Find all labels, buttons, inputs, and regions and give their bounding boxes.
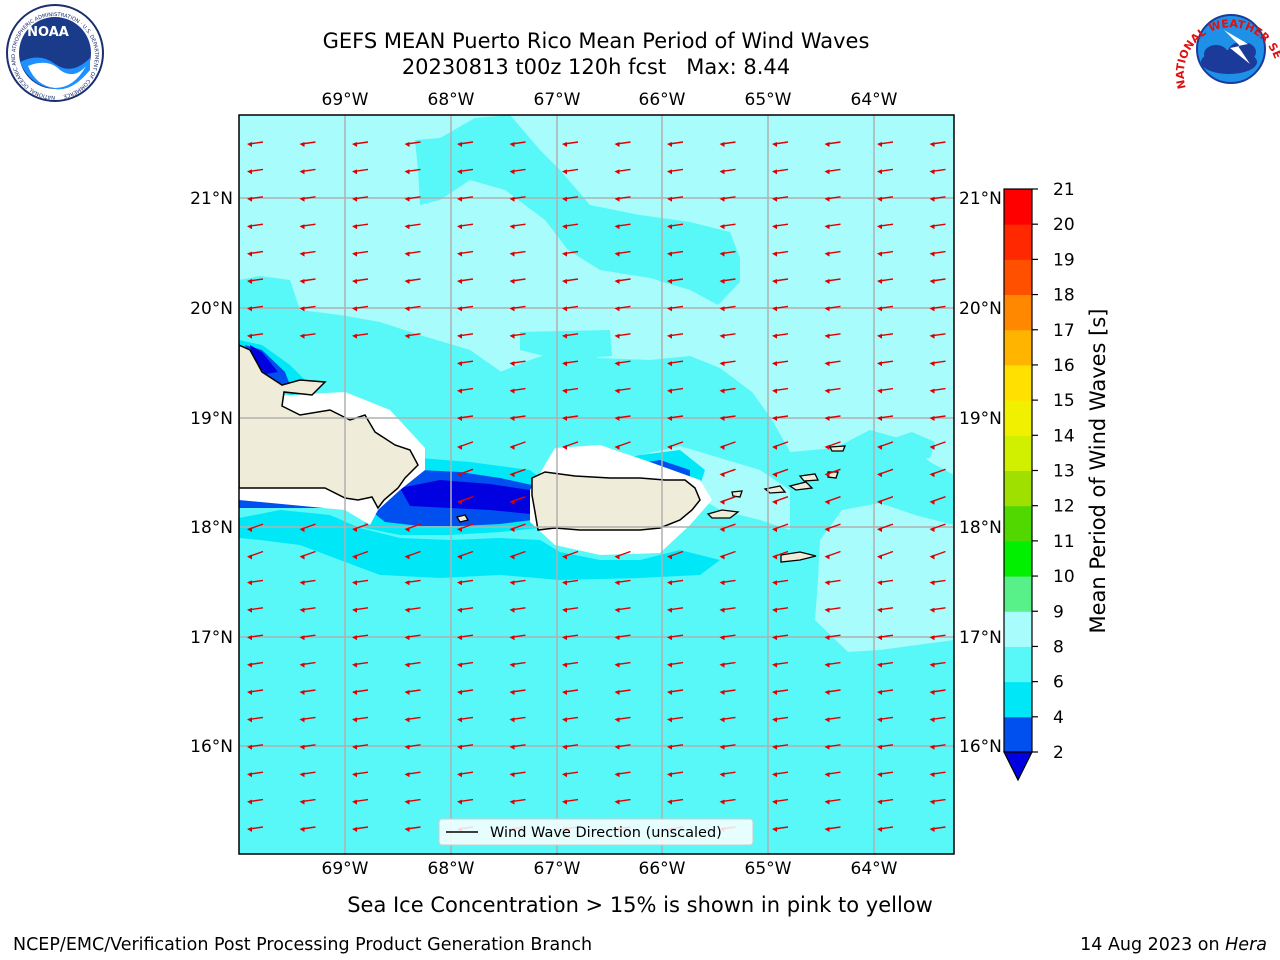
colorbar-tick-label: 9 xyxy=(1053,602,1064,622)
land-sombrero xyxy=(830,446,845,451)
lon-label: 69°W xyxy=(322,90,369,110)
colorbar-segment xyxy=(1004,471,1032,507)
lat-label: 17°N xyxy=(959,628,1002,648)
colorbar-segment xyxy=(1004,646,1032,682)
colorbar-tick-label: 20 xyxy=(1053,215,1075,235)
lon-label: 65°W xyxy=(745,859,792,879)
colorbar-segment xyxy=(1004,506,1032,542)
legend-label: Wind Wave Direction (unscaled) xyxy=(490,825,722,841)
lat-label: 16°N xyxy=(959,737,1002,757)
colorbar-tick-label: 4 xyxy=(1053,708,1064,728)
colorbar-tick-label: 12 xyxy=(1053,497,1075,517)
colorbar-tick-label: 21 xyxy=(1053,180,1075,200)
colorbar-tick-label: 17 xyxy=(1053,321,1075,341)
colorbar-segment xyxy=(1004,611,1032,647)
colorbar-tick-label: 6 xyxy=(1053,673,1064,693)
lat-labels-left: 21°N 20°N 19°N 18°N 17°N 16°N xyxy=(190,189,233,757)
footer-host: Hera xyxy=(1225,935,1267,955)
colorbar-tick-label: 11 xyxy=(1053,532,1075,552)
lon-label: 64°W xyxy=(851,90,898,110)
colorbar-segment xyxy=(1004,400,1032,436)
colorbar-tick-label: 10 xyxy=(1053,567,1075,587)
caption: Sea Ice Concentration > 15% is shown in … xyxy=(347,893,933,917)
noaa-logo-text: NOAA xyxy=(27,25,69,40)
footer-date: 14 Aug 2023 on xyxy=(1080,935,1225,955)
footer-right: 14 Aug 2023 on Hera xyxy=(1080,935,1267,955)
colorbar-segment xyxy=(1004,224,1032,260)
lon-label: 68°W xyxy=(428,90,475,110)
colorbar-segment xyxy=(1004,330,1032,366)
colorbar-segment xyxy=(1004,682,1032,718)
colorbar-tick-label: 2 xyxy=(1053,743,1064,763)
lon-labels-bottom: 69°W 68°W 67°W 66°W 65°W 64°W xyxy=(322,859,898,879)
lat-label: 20°N xyxy=(190,299,233,319)
lat-label: 18°N xyxy=(190,518,233,538)
colorbar-tick-label: 16 xyxy=(1053,356,1075,376)
colorbar-tick-label: 14 xyxy=(1053,426,1075,446)
colorbar: 2 4 6 8 9 10 11 12 13 14 15 16 17 18 19 20 21 xyxy=(1004,180,1075,780)
map-figure: GEFS MEAN Puerto Rico Mean Period of Win… xyxy=(0,0,1280,960)
lat-label: 21°N xyxy=(959,189,1002,209)
land-st-thomas xyxy=(732,491,742,497)
footer-left: NCEP/EMC/Verification Post Processing Pr… xyxy=(13,935,592,955)
colorbar-segment xyxy=(1004,717,1032,753)
colorbar-tick-label: 13 xyxy=(1053,462,1075,482)
lon-label: 64°W xyxy=(851,859,898,879)
colorbar-segment xyxy=(1004,295,1032,331)
colorbar-tick-label: 8 xyxy=(1053,637,1064,657)
lat-label: 19°N xyxy=(959,409,1002,429)
lat-label: 19°N xyxy=(190,409,233,429)
land-virgin-gorda xyxy=(800,474,818,481)
colorbar-tick-label: 19 xyxy=(1053,250,1075,270)
lat-labels-right: 21°N 20°N 19°N 18°N 17°N 16°N xyxy=(959,189,1002,757)
lon-labels-top: 69°W 68°W 67°W 66°W 65°W 64°W xyxy=(322,90,898,110)
colorbar-under-extension xyxy=(1004,752,1032,780)
colorbar-segment xyxy=(1004,576,1032,612)
lat-label: 17°N xyxy=(190,628,233,648)
colorbar-tick-label: 15 xyxy=(1053,391,1075,411)
lat-label: 21°N xyxy=(190,189,233,209)
lon-label: 66°W xyxy=(639,90,686,110)
colorbar-segment xyxy=(1004,189,1032,225)
title-line1: GEFS MEAN Puerto Rico Mean Period of Win… xyxy=(323,29,870,53)
lat-label: 16°N xyxy=(190,737,233,757)
colorbar-tick-label: 18 xyxy=(1053,286,1075,306)
lat-label: 18°N xyxy=(959,518,1002,538)
colorbar-segment xyxy=(1004,259,1032,295)
lon-label: 67°W xyxy=(534,90,581,110)
lon-label: 65°W xyxy=(745,90,792,110)
lon-label: 69°W xyxy=(322,859,369,879)
colorbar-segment xyxy=(1004,365,1032,401)
colorbar-label: Mean Period of Wind Waves [s] xyxy=(1086,309,1110,634)
map-area xyxy=(239,115,954,854)
colorbar-segment xyxy=(1004,541,1032,577)
land-mona-island xyxy=(457,515,468,522)
lon-label: 66°W xyxy=(639,859,686,879)
map-legend: Wind Wave Direction (unscaled) xyxy=(439,819,753,845)
lon-label: 68°W xyxy=(428,859,475,879)
lat-label: 20°N xyxy=(959,299,1002,319)
noaa-logo: NOAA NATIONAL OCEANIC AND ATMOSPHERIC AD… xyxy=(7,5,103,101)
colorbar-segment xyxy=(1004,435,1032,471)
lon-label: 67°W xyxy=(534,859,581,879)
title-line2: 20230813 t00z 120h fcst Max: 8.44 xyxy=(402,55,790,79)
